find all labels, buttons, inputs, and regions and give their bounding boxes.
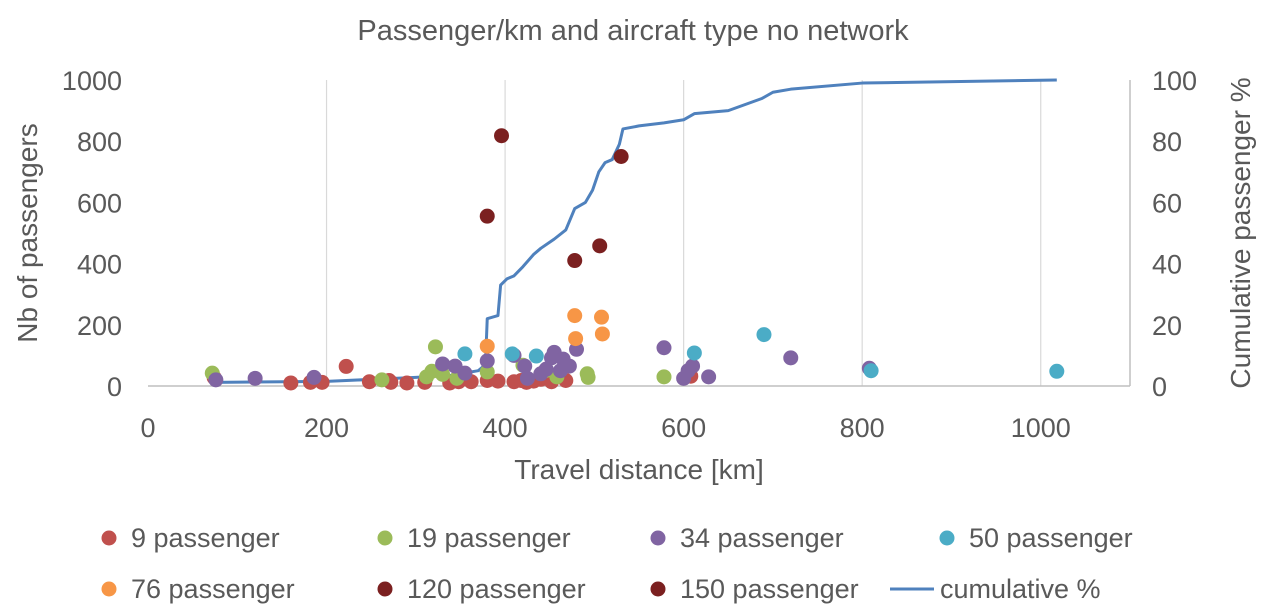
legend-swatch — [650, 530, 666, 546]
data-point — [494, 128, 510, 144]
data-point — [568, 331, 584, 347]
legend-label: 34 passenger — [680, 523, 844, 553]
data-point — [567, 308, 583, 324]
data-point — [306, 369, 322, 385]
data-point — [208, 372, 224, 388]
data-point — [457, 346, 473, 362]
legend-swatch — [101, 581, 117, 597]
data-point — [490, 373, 506, 389]
data-point — [863, 363, 879, 379]
data-point — [435, 356, 451, 372]
data-point — [479, 353, 495, 369]
data-point — [783, 350, 799, 366]
data-point — [1049, 363, 1065, 379]
data-point — [656, 340, 672, 356]
data-point — [561, 358, 577, 374]
data-point — [613, 149, 629, 164]
data-point — [592, 238, 608, 254]
y2-tick-label: 20 — [1152, 311, 1182, 341]
y-tick-label: 0 — [107, 372, 122, 402]
y2-axis-label: Cumulative passenger % — [1225, 77, 1256, 388]
legend-label: 120 passenger — [407, 574, 586, 604]
legend-item-76-passenger: 76 passenger — [101, 574, 295, 604]
legend: 9 passenger 19 passenger 34 passenger 50 pa… — [101, 523, 1133, 604]
data-point — [538, 361, 554, 377]
chart-title: Passenger/km and aircraft type no networ… — [357, 15, 909, 47]
legend-item-34-passenger: 34 passenger — [650, 523, 844, 553]
legend-item-150-passenger: 150 passenger — [650, 574, 859, 604]
x-tick-label: 800 — [840, 413, 885, 443]
data-point — [399, 375, 415, 391]
data-point — [338, 358, 354, 374]
data-point — [457, 365, 473, 381]
data-point — [519, 370, 535, 386]
data-point — [594, 326, 610, 342]
data-point — [479, 364, 495, 380]
data-point — [756, 327, 772, 343]
y-tick-label: 1000 — [62, 66, 122, 96]
legend-label: 76 passenger — [131, 574, 295, 604]
y2-tick-label: 80 — [1152, 127, 1182, 157]
legend-label: cumulative % — [940, 574, 1101, 604]
legend-item-19-passenger: 19 passenger — [377, 523, 571, 553]
data-point — [685, 358, 701, 374]
data-point — [247, 370, 263, 386]
data-point — [504, 346, 520, 362]
legend-label: 150 passenger — [680, 574, 859, 604]
y2-tick-label: 100 — [1152, 66, 1197, 96]
y-tick-label: 400 — [77, 250, 122, 280]
data-point — [361, 374, 377, 390]
data-point — [701, 369, 717, 385]
legend-swatch — [377, 581, 393, 597]
data-point — [656, 369, 672, 385]
x-tick-label: 400 — [483, 413, 528, 443]
series-120-passenger — [479, 128, 629, 269]
y-tick-label: 600 — [77, 188, 122, 218]
x-tick-label: 600 — [661, 413, 706, 443]
x-tick-label: 200 — [304, 413, 349, 443]
data-point — [569, 341, 585, 357]
y2-tick-labels: 0 20 40 60 80 100 — [1152, 66, 1197, 402]
legend-label: 19 passenger — [407, 523, 571, 553]
series-line-cumulative — [215, 78, 1057, 384]
y-axis-label: Nb of passengers — [12, 123, 43, 342]
legend-label: 50 passenger — [969, 523, 1133, 553]
x-tick-label: 0 — [140, 413, 155, 443]
data-point — [435, 366, 451, 382]
y2-tick-label: 0 — [1152, 372, 1167, 402]
data-point — [374, 372, 390, 388]
legend-swatch — [377, 530, 393, 546]
data-point — [686, 345, 702, 361]
data-point — [528, 348, 544, 364]
legend-item-50-passenger: 50 passenger — [939, 523, 1133, 553]
series-50-passenger — [457, 327, 1065, 379]
legend-swatch — [939, 530, 955, 546]
data-point — [580, 369, 596, 385]
y-tick-label: 800 — [77, 127, 122, 157]
y-tick-label: 200 — [77, 311, 122, 341]
data-point — [517, 358, 533, 374]
series-76-passenger — [479, 308, 610, 354]
y2-tick-label: 60 — [1152, 188, 1182, 218]
x-axis-label: Travel distance [km] — [514, 454, 763, 485]
series-34-passenger — [208, 340, 877, 388]
legend-label: 9 passenger — [131, 523, 280, 553]
legend-item-9-passenger: 9 passenger — [101, 523, 280, 553]
y-tick-labels: 0 200 400 600 800 1000 — [62, 66, 122, 402]
data-point — [479, 338, 495, 354]
legend-item-cumulative: cumulative % — [890, 574, 1101, 604]
legend-swatch — [650, 581, 666, 597]
data-point — [427, 339, 443, 355]
x-tick-label: 1000 — [1011, 413, 1071, 443]
legend-item-120-passenger: 120 passenger — [377, 574, 586, 604]
legend-swatch — [101, 530, 117, 546]
data-point — [567, 253, 583, 269]
x-tick-labels: 0 200 400 600 800 1000 — [140, 413, 1070, 443]
data-point — [283, 375, 299, 391]
data-point — [479, 208, 495, 224]
data-point — [594, 309, 610, 325]
y2-tick-label: 40 — [1152, 250, 1182, 280]
plot-area — [204, 78, 1065, 391]
